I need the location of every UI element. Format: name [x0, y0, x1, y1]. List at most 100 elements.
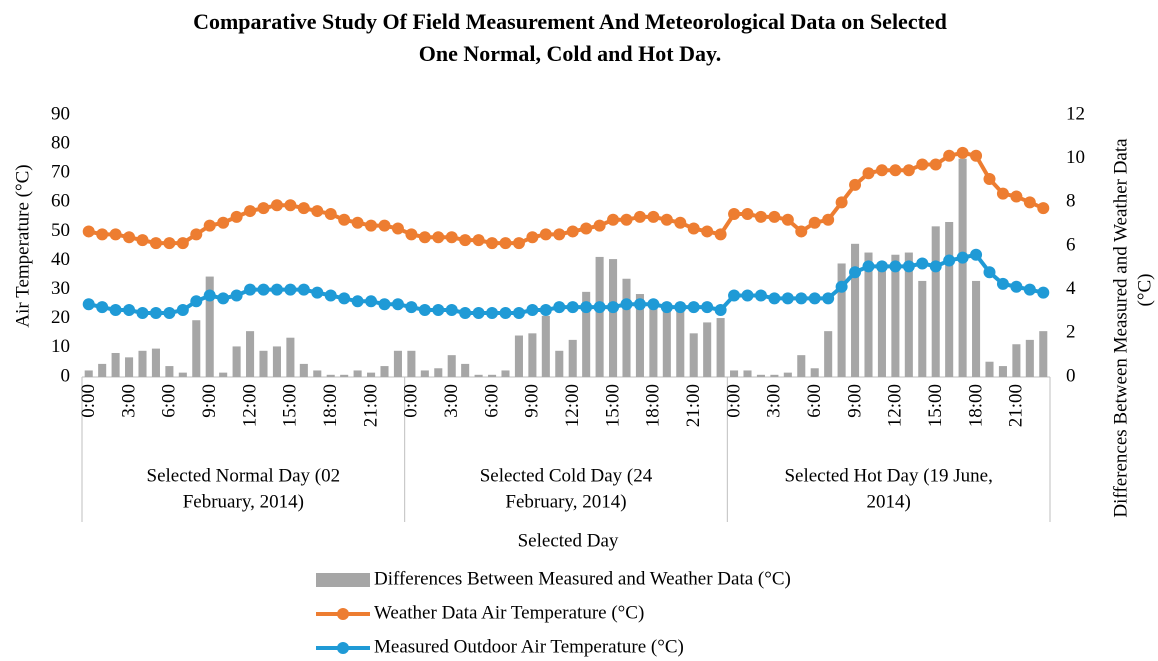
line-marker	[217, 216, 230, 229]
line-marker	[566, 301, 579, 314]
y2-tick-label: 4	[1066, 278, 1076, 299]
chart-title: One Normal, Cold and Hot Day.	[419, 41, 722, 66]
bar	[313, 370, 322, 377]
bar	[931, 226, 940, 377]
line-marker	[781, 213, 794, 226]
bar	[326, 374, 335, 377]
line-marker	[1023, 283, 1036, 296]
y2-tick-label: 10	[1066, 147, 1085, 168]
line-marker	[284, 199, 297, 212]
x-axis-title: Selected Day	[518, 530, 619, 551]
line-marker	[943, 254, 956, 267]
bar	[232, 346, 241, 377]
line-marker	[459, 306, 472, 319]
line-marker	[553, 228, 566, 241]
y2-tick-label: 8	[1066, 191, 1076, 212]
bar	[528, 333, 537, 377]
line-marker	[822, 213, 835, 226]
line-marker	[875, 260, 888, 273]
line-marker	[163, 237, 176, 250]
bar	[972, 280, 981, 377]
x-tick-label: 6:00	[804, 384, 825, 418]
bar	[111, 352, 120, 377]
x-tick-label: 3:00	[764, 384, 785, 418]
line-marker	[768, 210, 781, 223]
x-tick-label: 12:00	[562, 384, 583, 427]
line-marker	[512, 237, 525, 250]
line-marker	[418, 304, 431, 317]
line-marker	[270, 199, 283, 212]
line-marker	[674, 301, 687, 314]
bar	[98, 363, 107, 377]
x-tick-label: 18:00	[320, 384, 341, 427]
line-marker	[929, 260, 942, 273]
bar	[501, 370, 510, 377]
line-marker	[728, 207, 741, 220]
bar	[595, 256, 604, 377]
line-marker	[849, 266, 862, 279]
line-marker	[230, 210, 243, 223]
legend-swatch	[337, 608, 349, 620]
line-marker	[889, 260, 902, 273]
bar	[676, 302, 685, 377]
x-tick-label: 21:00	[683, 384, 704, 427]
y2-tick-label: 0	[1066, 365, 1076, 386]
bar	[904, 252, 913, 377]
x-tick-label: 3:00	[118, 384, 139, 418]
line-marker	[351, 216, 364, 229]
bar	[447, 355, 456, 377]
line-marker	[244, 205, 257, 218]
line-marker	[176, 237, 189, 250]
line-marker	[822, 292, 835, 305]
line-marker	[996, 187, 1009, 200]
line-marker	[1023, 196, 1036, 209]
chart-title: Comparative Study Of Field Measurement A…	[193, 9, 947, 34]
y-tick-label: 10	[51, 336, 70, 357]
bar	[219, 372, 228, 377]
y-tick-label: 0	[61, 365, 71, 386]
bar	[783, 372, 792, 377]
line-marker	[405, 228, 418, 241]
line-marker	[297, 283, 310, 296]
line-marker	[754, 210, 767, 223]
line-marker	[136, 234, 149, 247]
line-marker	[754, 289, 767, 302]
line-marker	[902, 260, 915, 273]
line-marker	[916, 158, 929, 171]
x-tick-label: 18:00	[965, 384, 986, 427]
line-marker	[257, 283, 270, 296]
line-marker	[983, 266, 996, 279]
line-marker	[365, 219, 378, 232]
bar	[743, 370, 752, 377]
line-marker	[566, 225, 579, 238]
bar	[837, 263, 846, 377]
line-marker	[593, 301, 606, 314]
line-marker	[526, 304, 539, 317]
line-marker	[1037, 286, 1050, 299]
line-marker	[741, 207, 754, 220]
bar	[272, 346, 281, 377]
bar	[582, 291, 591, 377]
bar	[716, 318, 725, 377]
group-label: Selected Hot Day (19 June,	[784, 465, 992, 486]
line-marker	[432, 304, 445, 317]
line-marker	[916, 257, 929, 270]
line-marker	[580, 222, 593, 235]
bar	[824, 331, 833, 377]
y-tick-label: 90	[51, 103, 70, 124]
bar	[488, 374, 497, 377]
x-tick-label: 12:00	[885, 384, 906, 427]
line-marker	[109, 304, 122, 317]
x-tick-label: 0:00	[401, 384, 422, 418]
line-marker	[889, 164, 902, 177]
y2-tick-label: 2	[1066, 322, 1076, 343]
line-marker	[660, 301, 673, 314]
bar	[770, 374, 779, 377]
line-marker	[808, 216, 821, 229]
line-marker	[553, 301, 566, 314]
line-marker	[714, 228, 727, 241]
line-marker	[620, 298, 633, 311]
line-marker	[835, 280, 848, 293]
bar	[635, 294, 644, 377]
x-tick-label: 6:00	[159, 384, 180, 418]
